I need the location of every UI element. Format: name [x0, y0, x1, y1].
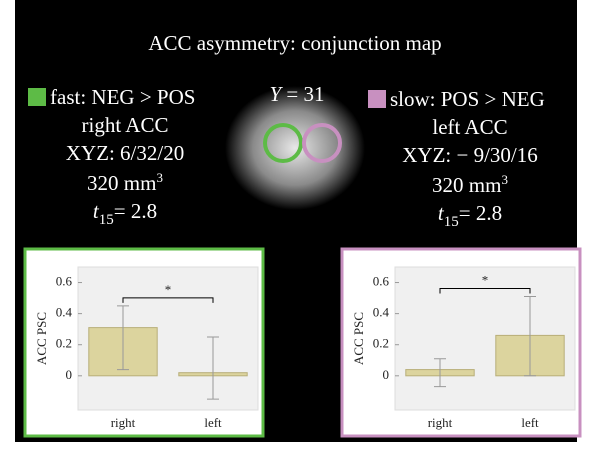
- x-tick-label: left: [204, 415, 222, 430]
- y-tick-label: 0.4: [373, 305, 390, 320]
- figure: ACC asymmetry: conjunction map Y = 31 fa…: [0, 0, 590, 450]
- coordinates: XYZ: − 9/30/16: [402, 143, 538, 167]
- y-tick-label: 0: [66, 367, 73, 382]
- slice-label: Y = 31: [269, 82, 324, 106]
- y-axis-label: ACC PSC: [34, 312, 49, 365]
- legend-text: fast: NEG > POS: [50, 85, 195, 109]
- legend-swatch: [28, 88, 46, 106]
- y-tick-label: 0.6: [373, 274, 390, 289]
- y-tick-label: 0.2: [56, 336, 72, 351]
- x-tick-label: right: [428, 415, 453, 430]
- x-tick-label: right: [111, 415, 136, 430]
- y-tick-label: 0.6: [56, 274, 73, 289]
- x-tick-label: left: [521, 415, 539, 430]
- y-tick-label: 0.4: [56, 305, 73, 320]
- significance-label: *: [482, 273, 489, 288]
- title: ACC asymmetry: conjunction map: [148, 31, 441, 55]
- y-axis-label: ACC PSC: [351, 312, 366, 365]
- volume: 320 mm3: [87, 170, 163, 195]
- region: left ACC: [432, 115, 507, 139]
- coordinates: XYZ: 6/32/20: [66, 141, 184, 165]
- y-tick-label: 0.2: [373, 336, 389, 351]
- legend-swatch: [368, 90, 386, 108]
- volume: 320 mm3: [432, 172, 508, 197]
- significance-label: *: [165, 282, 172, 297]
- region: right ACC: [82, 113, 169, 137]
- y-tick-label: 0: [383, 367, 390, 382]
- legend-text: slow: POS > NEG: [390, 87, 545, 111]
